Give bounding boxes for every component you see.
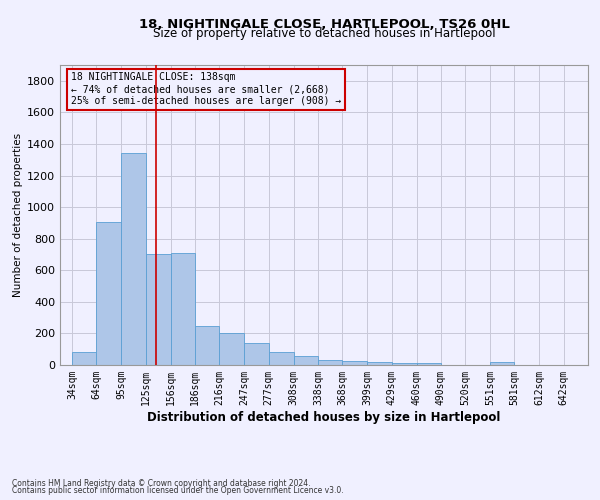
Bar <box>121 154 146 365</box>
Text: Contains HM Land Registry data © Crown copyright and database right 2024.: Contains HM Land Registry data © Crown c… <box>12 478 311 488</box>
Bar <box>367 362 392 365</box>
Bar <box>97 222 121 365</box>
Bar <box>392 362 416 365</box>
Bar <box>293 356 318 365</box>
Y-axis label: Number of detached properties: Number of detached properties <box>13 133 23 297</box>
Text: Size of property relative to detached houses in Hartlepool: Size of property relative to detached ho… <box>152 28 496 40</box>
Bar <box>244 343 269 365</box>
Text: 18 NIGHTINGALE CLOSE: 138sqm
← 74% of detached houses are smaller (2,668)
25% of: 18 NIGHTINGALE CLOSE: 138sqm ← 74% of de… <box>71 72 341 106</box>
Bar <box>195 326 219 365</box>
Bar <box>342 361 367 365</box>
X-axis label: Distribution of detached houses by size in Hartlepool: Distribution of detached houses by size … <box>148 410 500 424</box>
Bar <box>146 254 171 365</box>
Bar <box>171 253 195 365</box>
Bar <box>416 364 441 365</box>
Bar <box>269 352 293 365</box>
Bar <box>490 362 514 365</box>
Text: Contains public sector information licensed under the Open Government Licence v3: Contains public sector information licen… <box>12 486 344 495</box>
Bar <box>219 332 244 365</box>
Bar <box>318 360 342 365</box>
Bar <box>72 352 97 365</box>
Text: 18, NIGHTINGALE CLOSE, HARTLEPOOL, TS26 0HL: 18, NIGHTINGALE CLOSE, HARTLEPOOL, TS26 … <box>139 18 509 30</box>
